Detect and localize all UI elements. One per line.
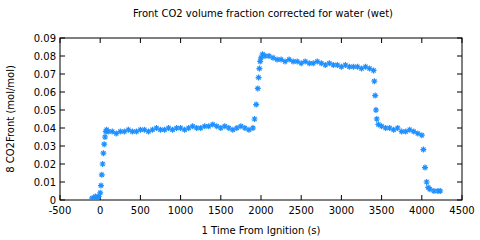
- y-tick-label: 0.01: [34, 177, 56, 188]
- y-tick: [60, 164, 65, 165]
- y-tick-mirror: [457, 110, 462, 111]
- x-tick-mirror: [220, 38, 221, 43]
- x-tick: [421, 195, 422, 200]
- point: [253, 102, 259, 108]
- x-tick-label: 3000: [329, 205, 354, 216]
- point: [424, 179, 430, 185]
- x-tick-mirror: [301, 38, 302, 43]
- point: [371, 67, 377, 73]
- y-tick-label: 0.08: [34, 51, 56, 62]
- point: [98, 183, 104, 189]
- y-tick-mirror: [457, 146, 462, 147]
- x-tick-mirror: [381, 38, 382, 43]
- y-tick: [60, 110, 65, 111]
- x-tick-mirror: [261, 38, 262, 43]
- y-tick-mirror: [457, 164, 462, 165]
- title: Front CO2 volume fraction corrected for …: [133, 8, 393, 19]
- x-tick: [180, 195, 181, 200]
- y-tick-mirror: [457, 74, 462, 75]
- x-tick: [381, 195, 382, 200]
- plot-frame: [60, 38, 462, 200]
- y-tick: [60, 92, 65, 93]
- y-tick: [60, 146, 65, 147]
- point: [422, 165, 428, 171]
- point: [102, 134, 108, 140]
- point: [372, 93, 378, 99]
- y-tick-label: 0.05: [34, 105, 56, 116]
- x-tick-mirror: [100, 38, 101, 43]
- x-tick-label: 2000: [248, 205, 273, 216]
- x-tick-mirror: [180, 38, 181, 43]
- y-tick-label: 0.06: [34, 87, 56, 98]
- point: [100, 150, 106, 156]
- y-tick: [60, 128, 65, 129]
- x-tick-label: 3500: [369, 205, 394, 216]
- point: [373, 107, 379, 113]
- y-tick-label: 0: [50, 195, 56, 206]
- point: [420, 147, 426, 153]
- point: [100, 161, 106, 167]
- x-tick-label: 4500: [449, 205, 474, 216]
- y-tick-mirror: [457, 92, 462, 93]
- x-tick-label: 0: [97, 205, 103, 216]
- x-tick-label: 1500: [208, 205, 233, 216]
- y-tick: [60, 182, 65, 183]
- point: [437, 188, 443, 194]
- y-tick-mirror: [457, 128, 462, 129]
- y-tick-label: 0.07: [34, 69, 56, 80]
- point: [252, 116, 258, 122]
- point: [374, 116, 380, 122]
- x-tick: [301, 195, 302, 200]
- point: [256, 66, 262, 72]
- y-tick: [60, 74, 65, 75]
- y-tick-mirror: [457, 56, 462, 57]
- x-tick-mirror: [341, 38, 342, 43]
- y-tick-label: 0.09: [34, 33, 56, 44]
- point: [97, 190, 103, 196]
- x-tick: [220, 195, 221, 200]
- y-tick-mirror: [457, 182, 462, 183]
- point: [99, 172, 105, 178]
- y-tick-label: 0.02: [34, 159, 56, 170]
- y-tick-label: 0.03: [34, 141, 56, 152]
- y-tick-label: 0.04: [34, 123, 56, 134]
- x-tick: [140, 195, 141, 200]
- x-tick-label: 1000: [168, 205, 193, 216]
- x-tick-mirror: [421, 38, 422, 43]
- points: [89, 51, 443, 200]
- y-axis-label: 8 CO2Front (mol/mol): [5, 65, 16, 173]
- point: [250, 125, 256, 131]
- point: [255, 85, 261, 91]
- y-tick: [60, 56, 65, 57]
- x-tick-mirror: [140, 38, 141, 43]
- point: [419, 132, 425, 138]
- x-axis-label: 1 Time From Ignition (s): [202, 225, 321, 236]
- x-tick-label: 4000: [409, 205, 434, 216]
- point: [371, 78, 377, 84]
- chart: Front CO2 volume fraction corrected for …: [0, 0, 480, 240]
- x-tick-label: -500: [49, 205, 72, 216]
- x-tick: [261, 195, 262, 200]
- x-tick-label: 2500: [288, 205, 313, 216]
- point: [256, 75, 262, 81]
- x-tick: [341, 195, 342, 200]
- point: [101, 141, 107, 147]
- x-tick-label: 500: [131, 205, 150, 216]
